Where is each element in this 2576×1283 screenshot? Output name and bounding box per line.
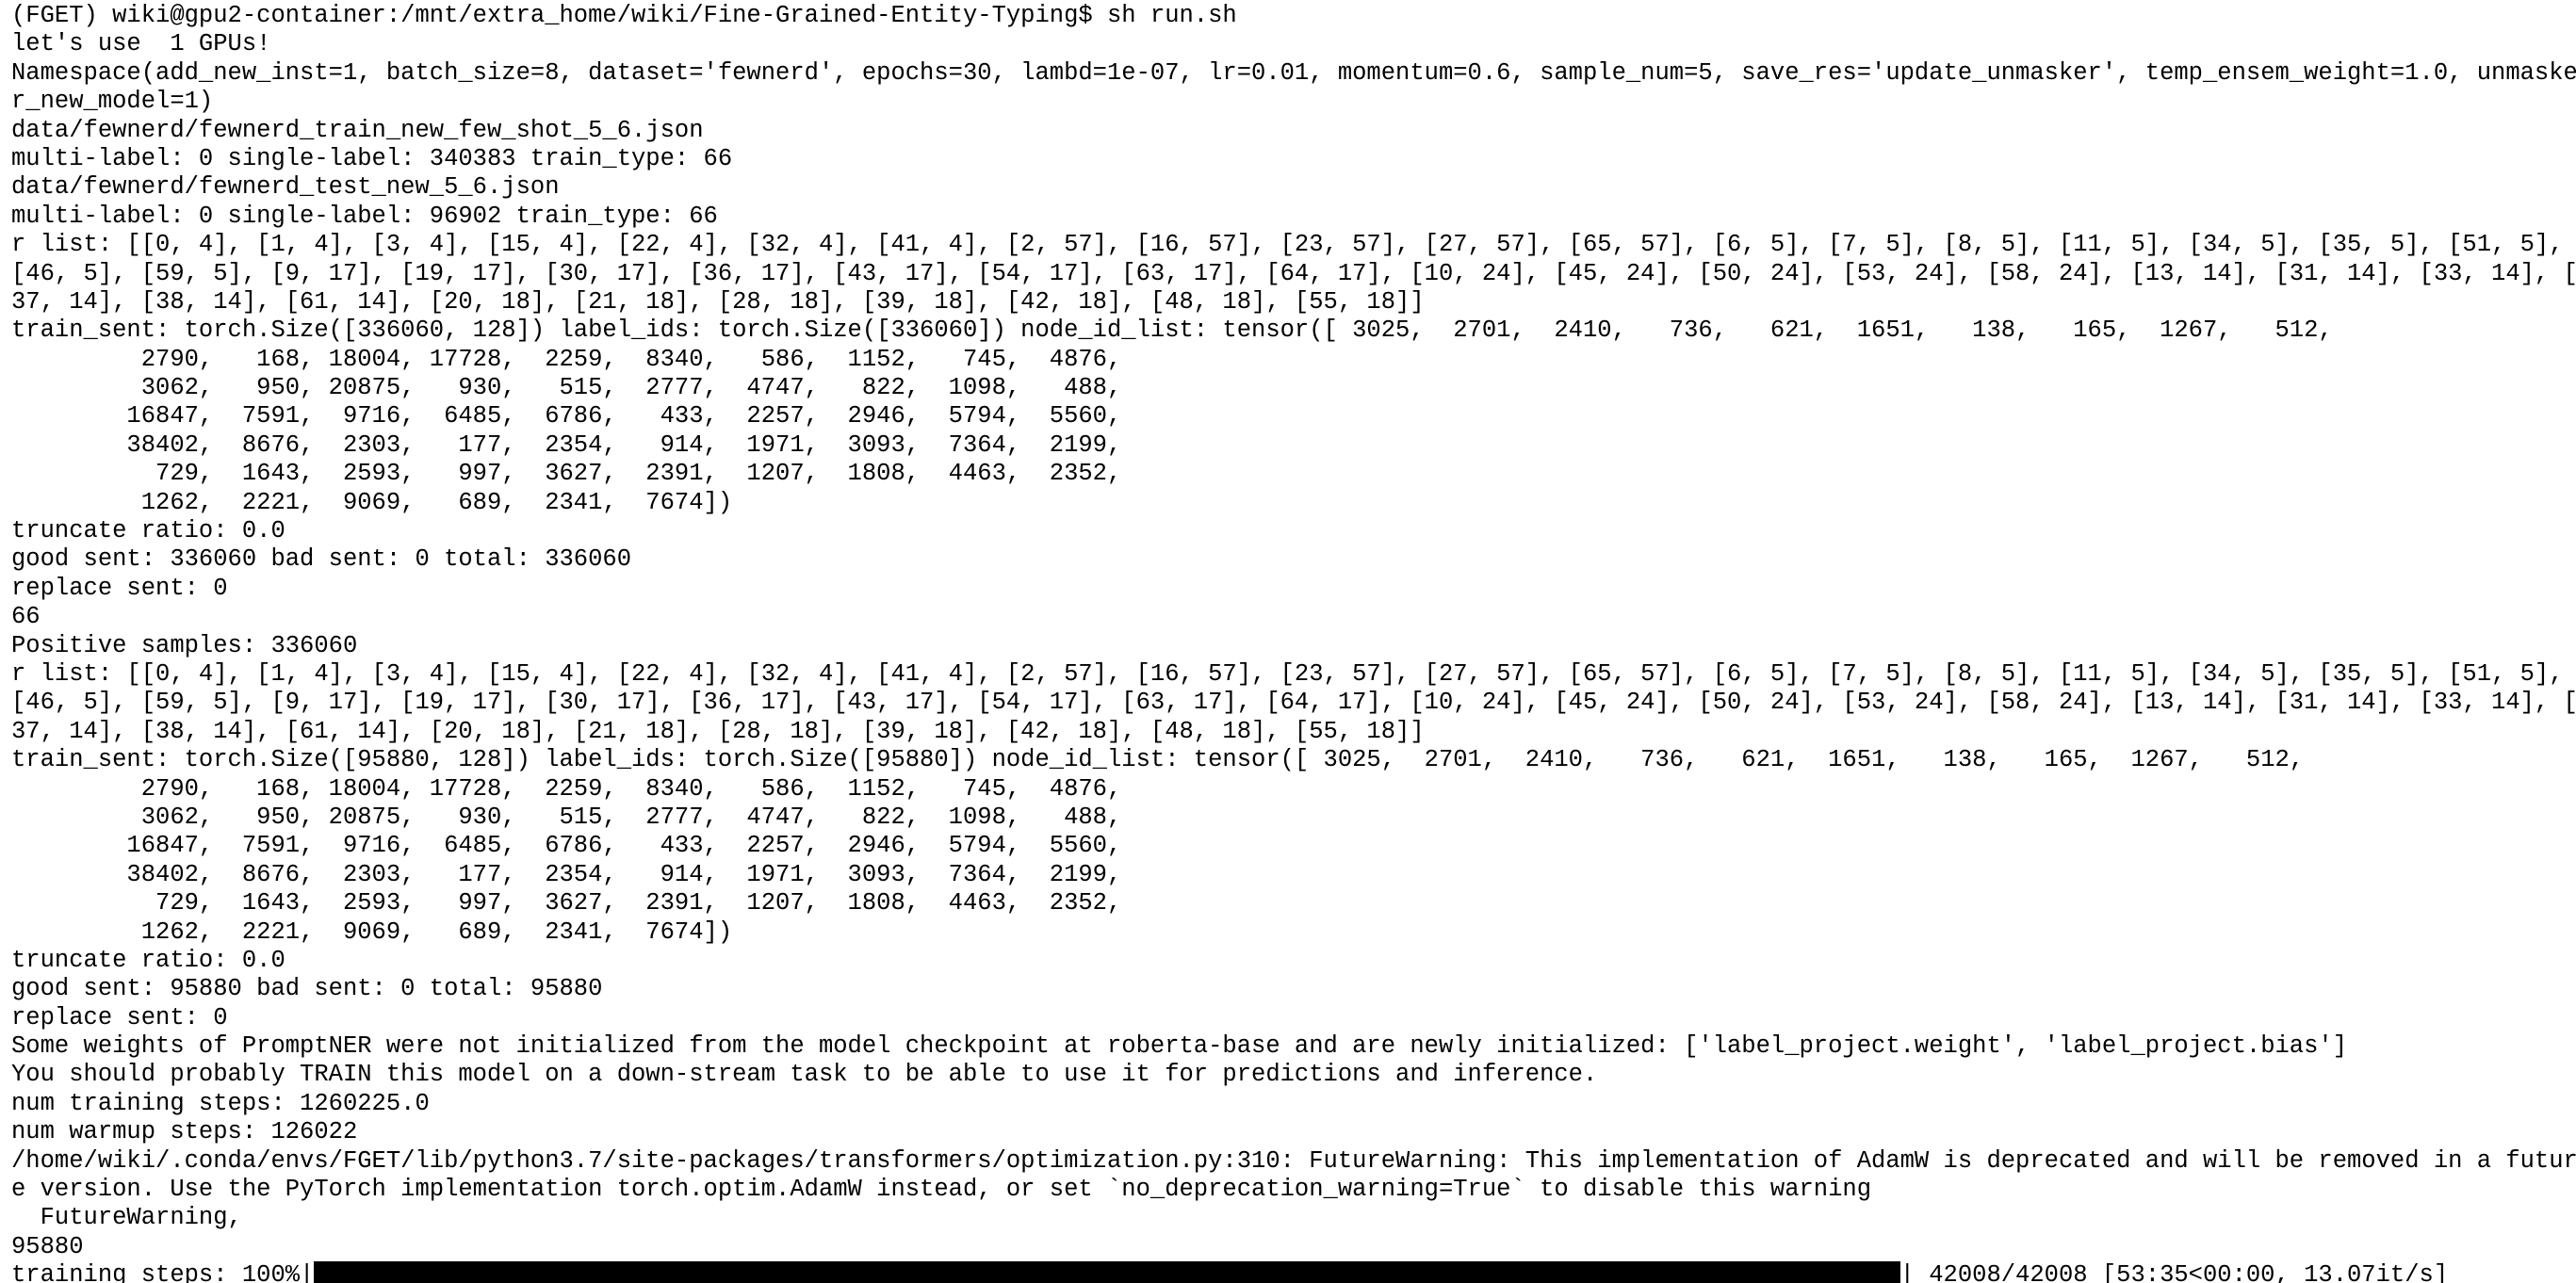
- terminal-line: 16847, 7591, 9716, 6485, 6786, 433, 2257…: [11, 832, 1122, 860]
- progress-prefix: training steps: 100%|: [11, 1261, 315, 1283]
- terminal-line: 37, 14], [38, 14], [61, 14], [20, 18], […: [11, 287, 1425, 316]
- terminal-line: 729, 1643, 2593, 997, 3627, 2391, 1207, …: [11, 889, 1122, 918]
- terminal-line: data/fewnerd/fewnerd_test_new_5_6.json: [11, 173, 560, 202]
- terminal-line: 2790, 168, 18004, 17728, 2259, 8340, 586…: [11, 345, 1122, 373]
- terminal-line: truncate ratio: 0.0: [11, 517, 285, 545]
- terminal-line: 2790, 168, 18004, 17728, 2259, 8340, 586…: [11, 774, 1122, 803]
- terminal-line: 66: [11, 603, 41, 631]
- terminal-line: Positive samples: 336060: [11, 631, 358, 659]
- terminal-line: let's use 1 GPUs!: [11, 30, 271, 58]
- terminal-line: 16847, 7591, 9716, 6485, 6786, 433, 2257…: [11, 402, 1122, 430]
- terminal-line: You should probably TRAIN this model on …: [11, 1061, 1598, 1089]
- terminal-line: e version. Use the PyTorch implementatio…: [11, 1176, 1872, 1204]
- terminal-line: multi-label: 0 single-label: 340383 trai…: [11, 144, 733, 172]
- terminal-line: Some weights of PromptNER were not initi…: [11, 1032, 2348, 1061]
- terminal-line: r_new_model=1): [11, 88, 214, 116]
- terminal-line: r list: [[0, 4], [1, 4], [3, 4], [15, 4]…: [11, 231, 2564, 259]
- terminal-line: (FGET) wiki@gpu2-container:/mnt/extra_ho…: [11, 2, 1237, 29]
- terminal-line: [46, 5], [59, 5], [9, 17], [19, 17], [30…: [11, 689, 2576, 717]
- progress-bar: [314, 1261, 1900, 1283]
- terminal-line: /home/wiki/.conda/envs/FGET/lib/python3.…: [11, 1146, 2576, 1175]
- terminal-line: train_sent: torch.Size([336060, 128]) la…: [11, 317, 2333, 345]
- terminal-line: multi-label: 0 single-label: 96902 train…: [11, 202, 718, 230]
- terminal-line: replace sent: 0: [11, 1003, 228, 1031]
- terminal-line: truncate ratio: 0.0: [11, 946, 285, 974]
- progress-line: training steps: 100%| | 42008/42008 [53:3…: [11, 1261, 2576, 1283]
- terminal-line: num training steps: 1260225.0: [11, 1089, 430, 1117]
- terminal-line: Namespace(add_new_inst=1, batch_size=8, …: [11, 58, 2576, 87]
- progress-suffix: | 42008/42008 [53:35<00:00, 13.07it/s]: [1899, 1261, 2449, 1283]
- terminal-line: 37, 14], [38, 14], [61, 14], [20, 18], […: [11, 717, 1425, 745]
- terminal-line: 95880: [11, 1232, 84, 1260]
- terminal-line: 38402, 8676, 2303, 177, 2354, 914, 1971,…: [11, 430, 1122, 459]
- terminal-line: 1262, 2221, 9069, 689, 2341, 7674]): [11, 918, 733, 946]
- terminal-line: 3062, 950, 20875, 930, 515, 2777, 4747, …: [11, 374, 1122, 402]
- terminal-line: train_sent: torch.Size([95880, 128]) lab…: [11, 746, 2305, 774]
- terminal-line: [46, 5], [59, 5], [9, 17], [19, 17], [30…: [11, 259, 2576, 287]
- terminal-line: data/fewnerd/fewnerd_train_new_few_shot_…: [11, 116, 704, 144]
- terminal-line: good sent: 95880 bad sent: 0 total: 9588…: [11, 975, 603, 1003]
- terminal-line: FutureWarning,: [11, 1204, 242, 1232]
- terminal-line: replace sent: 0: [11, 574, 228, 602]
- terminal-line: num warmup steps: 126022: [11, 1118, 358, 1146]
- terminal-line: 38402, 8676, 2303, 177, 2354, 914, 1971,…: [11, 860, 1122, 888]
- terminal-line: 729, 1643, 2593, 997, 3627, 2391, 1207, …: [11, 460, 1122, 488]
- terminal-line: 1262, 2221, 9069, 689, 2341, 7674]): [11, 488, 733, 516]
- terminal-line: r list: [[0, 4], [1, 4], [3, 4], [15, 4]…: [11, 659, 2564, 688]
- terminal-line: good sent: 336060 bad sent: 0 total: 336…: [11, 545, 632, 574]
- terminal-line: 3062, 950, 20875, 930, 515, 2777, 4747, …: [11, 803, 1122, 831]
